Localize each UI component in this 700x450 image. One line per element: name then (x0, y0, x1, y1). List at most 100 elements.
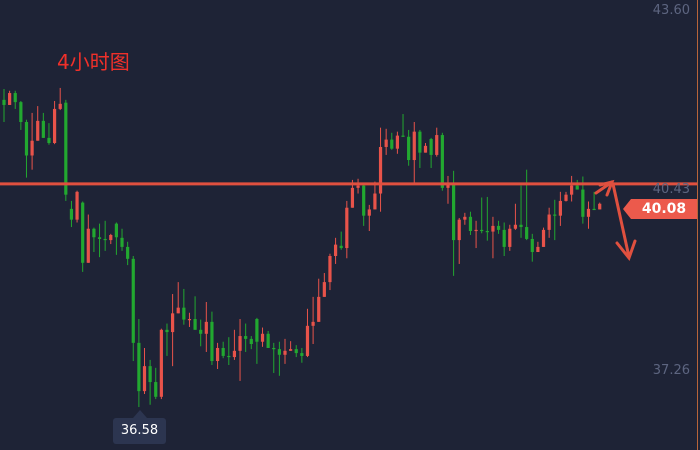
candle (142, 347, 147, 394)
candle (412, 121, 416, 184)
candle (463, 212, 467, 225)
candle (333, 237, 338, 264)
arrow-down-shaft (611, 182, 631, 259)
candle-body (530, 238, 534, 253)
candle-body (305, 325, 310, 356)
candle-body (210, 321, 214, 362)
candle-body (232, 350, 237, 358)
candle-body (457, 219, 461, 241)
candle-body (199, 329, 203, 334)
candle (339, 231, 343, 250)
candle (137, 319, 141, 408)
candle-body (322, 282, 326, 297)
low-price-tag: 36.58 (113, 410, 166, 444)
candle-body (187, 319, 192, 321)
candle-body (165, 329, 169, 333)
candle-body (586, 208, 591, 217)
candle (328, 253, 332, 291)
candle-body (496, 225, 501, 230)
candle (283, 338, 287, 364)
candle (266, 330, 270, 348)
candle (496, 220, 501, 234)
candle (227, 337, 231, 366)
candle (199, 319, 203, 347)
candle-body (8, 93, 12, 105)
candle (525, 169, 529, 241)
candle (148, 359, 152, 405)
candle (120, 228, 124, 251)
candle (126, 241, 130, 266)
candle (86, 214, 90, 263)
candle-body (148, 366, 152, 383)
candle (36, 106, 40, 141)
candle-body (272, 347, 276, 350)
candle (468, 211, 473, 235)
candle-body (553, 214, 557, 216)
candle-body (283, 350, 287, 355)
candle (564, 191, 568, 202)
candle-body (356, 185, 360, 188)
candle-body (289, 349, 293, 351)
candle (255, 317, 259, 364)
candle-body (58, 103, 62, 109)
candle (367, 204, 371, 232)
candle-body (485, 231, 489, 233)
candle (586, 201, 591, 229)
candle (210, 311, 214, 366)
candles (2, 87, 602, 408)
candle (260, 327, 265, 347)
candle (244, 323, 248, 352)
candle-body (508, 228, 512, 247)
candle-body (384, 139, 388, 147)
candle-body (362, 185, 366, 216)
candle (356, 178, 360, 194)
candle (395, 131, 399, 154)
candle-body (86, 228, 90, 263)
candle (19, 100, 23, 130)
candle-body (255, 319, 259, 342)
candle (446, 175, 450, 204)
candle (187, 312, 192, 327)
candle (52, 100, 57, 145)
candle-body (598, 203, 602, 210)
candle-body (47, 137, 51, 144)
candle-body (333, 244, 338, 256)
candle (547, 207, 551, 238)
candle (64, 99, 68, 201)
candle (97, 223, 102, 258)
candle-body (367, 209, 371, 216)
candle (452, 170, 456, 276)
candle-body (103, 238, 107, 241)
candle-body (137, 342, 141, 392)
candle-body (109, 234, 113, 241)
candle-body (159, 329, 163, 397)
candle-body (418, 131, 422, 153)
candle-body (328, 255, 332, 283)
candle (541, 227, 546, 247)
candle-body (300, 353, 304, 356)
candle (418, 129, 422, 168)
candle-body (92, 228, 96, 238)
candle (407, 129, 411, 166)
candle-body (126, 246, 130, 259)
candle (109, 233, 113, 245)
candle-body (429, 139, 433, 155)
candle-body (221, 347, 225, 356)
candle (558, 191, 562, 226)
arrow-down-head (615, 239, 637, 262)
candle-body (452, 183, 456, 241)
candle (47, 123, 51, 145)
chart-title: 4小时图 (57, 50, 130, 74)
candle-body (440, 135, 444, 188)
candle (519, 185, 523, 238)
candle (154, 367, 158, 400)
candle-body (536, 246, 540, 253)
candle-body (193, 319, 197, 330)
candle-body (227, 355, 231, 358)
candle (114, 222, 118, 255)
candle-body (378, 146, 383, 194)
candle (69, 200, 74, 228)
candle (238, 319, 242, 381)
